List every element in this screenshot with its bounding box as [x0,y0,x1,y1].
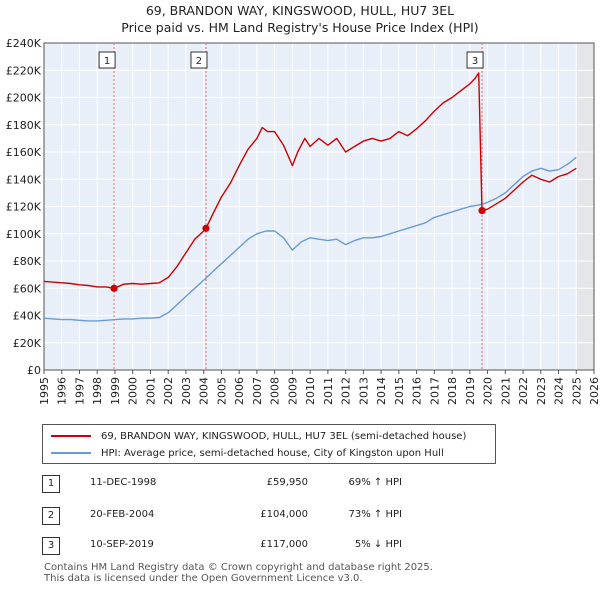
transaction-hpi: 69% ↑ HPI [348,477,402,488]
legend-label-hpi: HPI: Average price, semi-detached house,… [101,447,444,459]
x-tick-label: 2024 [553,377,566,405]
transaction-price: £117,000 [260,539,308,550]
x-tick-label: 2004 [198,377,211,405]
legend-swatch-property [51,435,91,437]
transaction-date: 11-DEC-1998 [90,477,157,488]
x-tick-label: 2021 [499,377,512,405]
hpi-line [43,156,577,322]
transaction-hpi: 73% ↑ HPI [348,509,402,520]
price-chart: £0 £20K £40K £60K £80K £100K £120K £140K £160K £1… [6,37,600,405]
sale-label-box: 2 [190,51,208,69]
x-tick-label: 2020 [482,377,495,405]
transaction-date: 10-SEP-2019 [90,539,154,550]
sale-label: 2 [196,56,202,67]
legend-item-hpi: HPI: Average price, semi-detached house,… [43,445,444,461]
x-tick-label: 2011 [322,377,335,405]
x-tick-label: 1997 [73,377,86,405]
x-tick-label: 2026 [588,377,600,405]
x-tick-label: 2025 [570,377,583,405]
transaction-hpi: 5% ↓ HPI [354,539,402,550]
y-tick-label: £0 [27,364,41,377]
legend-item-property: 69, BRANDON WAY, KINGSWOOD, HULL, HU7 3E… [43,428,466,444]
sale-label-box: 3 [466,51,484,69]
chart-title: 69, BRANDON WAY, KINGSWOOD, HULL, HU7 3E… [145,3,455,18]
x-tick-label: 2010 [304,377,317,405]
y-tick-label: £240K [6,37,42,50]
sale-label-box: 1 [98,51,116,69]
sale-label-border [98,51,116,69]
legend-swatch-hpi [51,452,91,454]
y-tick-label: £160K [6,146,42,159]
sale-point [110,284,118,292]
transaction-price: £59,950 [266,477,308,488]
y-tick-label: £80K [13,255,42,268]
x-tick-label: 2023 [535,377,548,405]
transaction-marker: 3 [42,537,60,555]
y-tick-label: £120K [6,201,42,214]
x-tick-label: 1999 [109,377,122,405]
x-tick-label: 2014 [375,377,388,405]
y-tick-label: £220K [6,64,42,77]
x-tick-label: 2006 [233,377,246,405]
transaction-row: 1 11-DEC-1998 £59,950 69% ↑ HPI [42,475,462,493]
x-tick-label: 2013 [357,377,370,405]
legend-label-property: 69, BRANDON WAY, KINGSWOOD, HULL, HU7 3E… [101,430,467,442]
x-tick-label: 1996 [56,377,69,405]
sale-point [478,206,486,215]
sale-label-border [190,51,208,69]
footer-license: This data is licensed under the Open Gov… [44,573,363,584]
x-tick-label: 2012 [340,377,353,405]
x-tick-label: 2022 [517,377,530,405]
y-tick-label: £140K [6,173,42,186]
y-tick-label: £60K [13,282,42,295]
y-tick-label: £180K [6,119,42,132]
sale-label: 3 [472,56,478,67]
chart-subtitle: Price paid vs. HM Land Registry's House … [121,20,479,35]
y-tick-label: £40K [13,310,42,323]
sale-label: 1 [104,56,110,67]
x-tick-label: 2001 [144,377,157,405]
transaction-marker: 2 [42,507,60,525]
sale-label-border [466,51,484,69]
footer-copyright: Contains HM Land Registry data © Crown c… [44,562,433,573]
legend: 69, BRANDON WAY, KINGSWOOD, HULL, HU7 3E… [42,424,496,464]
plot-frame [43,42,595,371]
x-tick-label: 1998 [91,377,104,405]
transaction-date: 20-FEB-2004 [90,509,155,520]
x-tick-label: 2000 [127,377,140,405]
x-tick-label: 2005 [215,377,228,405]
x-tick-label: 2015 [393,377,406,405]
y-tick-label: £200K [6,92,42,105]
sale-point [202,224,210,232]
x-tick-label: 2016 [411,377,424,405]
x-tick-label: 2007 [251,377,264,405]
x-tick-label: 2009 [286,377,299,405]
x-tick-label: 2018 [446,377,459,405]
x-tick-label: 2002 [162,377,175,405]
y-tick-label: £20K [13,337,42,350]
x-tick-label: 2019 [464,377,477,405]
transaction-price: £104,000 [260,509,308,520]
transaction-marker: 1 [42,475,60,493]
transaction-row: 3 10-SEP-2019 £117,000 5% ↓ HPI [42,537,462,555]
x-tick-label: 2017 [428,377,441,405]
x-tick-label: 1995 [38,377,51,405]
x-tick-label: 2003 [180,377,193,405]
x-tick-label: 2008 [269,377,282,405]
transaction-row: 2 20-FEB-2004 £104,000 73% ↑ HPI [42,507,462,525]
y-tick-label: £100K [6,228,42,241]
